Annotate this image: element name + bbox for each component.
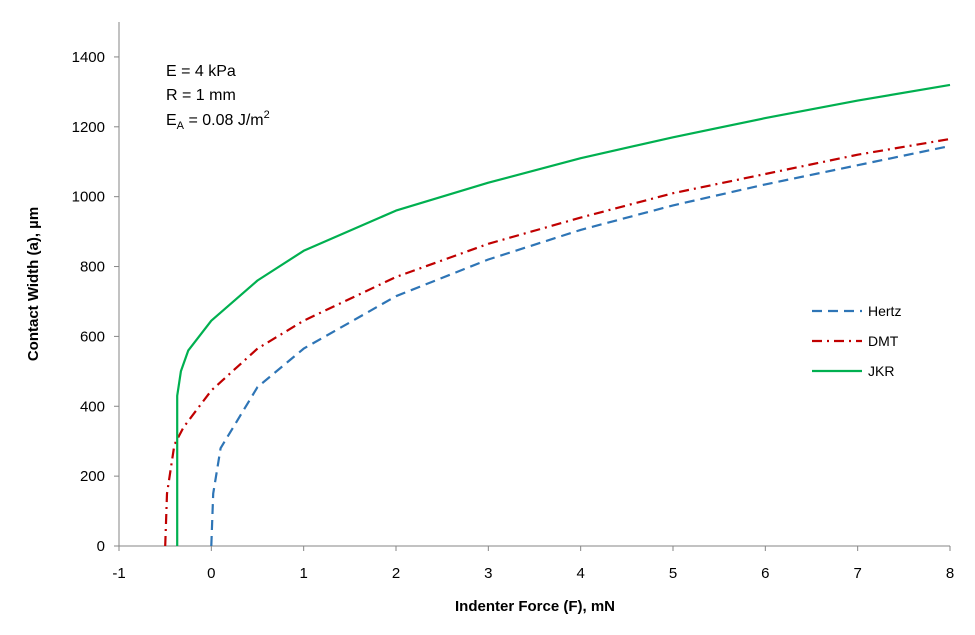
y-tick-label: 800 [80,259,105,276]
x-tick-label: 6 [761,565,769,582]
x-tick-label: 1 [299,565,307,582]
series-line-jkr [176,83,951,546]
x-tick-label: 0 [207,565,215,582]
y-tick-label: 200 [80,468,105,485]
x-axis-title: Indenter Force (F), mN [455,598,615,615]
annotation-radius: R = 1 mm [166,87,236,104]
series-line-dmt [164,137,951,547]
x-tick-label: -1 [112,565,125,582]
legend: Hertz DMT JKR [812,303,901,379]
y-axis-title-unit: µm [25,207,42,229]
annotation-adhesion-symbol: E [166,112,177,129]
annotation-adhesion-superscript: 2 [264,109,270,121]
y-axis-title: Contact Width (a), µm [25,207,42,361]
annotation-adhesion-subscript: A [177,120,185,132]
y-tick-label: 1000 [72,189,105,206]
series-line-hertz [210,144,951,547]
x-tick-label: 7 [853,565,861,582]
annotation-adhesion: EA = 0.08 J/m2 [166,109,270,132]
x-tick-label: 3 [484,565,492,582]
annotation-adhesion-value: = 0.08 J/m [184,112,264,129]
x-tick-label: 2 [392,565,400,582]
y-tick-label: 0 [97,538,105,555]
y-tick-label: 400 [80,398,105,415]
y-tick-label: 1200 [72,119,105,136]
series-layer [164,83,951,547]
annotation-modulus: E = 4 kPa [166,63,236,80]
x-tick-label: 8 [946,565,954,582]
legend-label-dmt: DMT [868,333,899,349]
x-tick-label: 4 [576,565,584,582]
x-axis-ticks: -1 0 1 2 3 4 5 6 7 8 [112,546,954,582]
y-tick-label: 1400 [72,49,105,66]
legend-label-jkr: JKR [868,363,894,379]
y-axis-title-main: Contact Width (a), [25,229,42,361]
x-tick-label: 5 [669,565,677,582]
y-tick-label: 600 [80,328,105,345]
legend-label-hertz: Hertz [868,303,901,319]
y-axis-ticks: 0 200 400 600 800 1000 1200 1400 [72,49,119,555]
